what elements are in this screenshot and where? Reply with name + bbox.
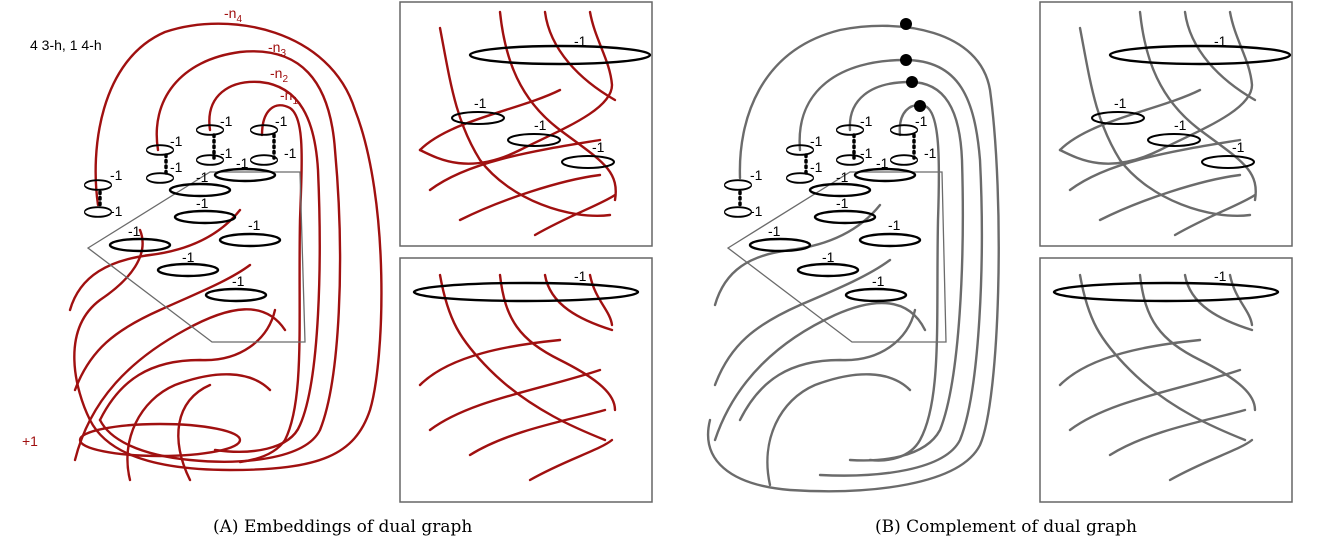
strand-n3 — [98, 50, 342, 463]
svg-text:-1: -1 — [860, 145, 873, 161]
svg-text:-1: -1 — [1214, 268, 1227, 284]
svg-text:-1: -1 — [1214, 33, 1227, 49]
svg-text:-1: -1 — [1174, 117, 1187, 133]
handle-count-annotation: 4 3-h, 1 4-h — [30, 37, 102, 53]
svg-text:-1: -1 — [574, 268, 587, 284]
svg-text:-1: -1 — [110, 167, 123, 183]
svg-text:-1: -1 — [876, 155, 889, 171]
svg-text:-1: -1 — [170, 133, 183, 149]
strand-n1 — [238, 104, 303, 464]
inset-frame — [399, 1, 653, 247]
svg-text:-1: -1 — [236, 155, 249, 171]
svg-text:-1: -1 — [915, 113, 928, 129]
inset-frame — [399, 257, 653, 503]
panel-b-inset-top: -1 -1 -1 -1 — [1039, 1, 1293, 247]
svg-text:-1: -1 — [128, 223, 141, 239]
svg-text:-1: -1 — [110, 203, 123, 219]
panel-a-inset-top: -1 -1 -1 -1 — [399, 1, 653, 247]
svg-text:-1: -1 — [592, 139, 605, 155]
svg-text:-1: -1 — [836, 169, 849, 185]
dot-marker — [900, 18, 912, 30]
svg-text:-1: -1 — [284, 145, 297, 161]
svg-text:-1: -1 — [182, 249, 195, 265]
svg-text:-1: -1 — [924, 145, 937, 161]
svg-text:-1: -1 — [220, 145, 233, 161]
svg-text:-1: -1 — [750, 167, 763, 183]
framing-label-n2: -n2 — [270, 65, 288, 85]
svg-text:-1: -1 — [574, 33, 587, 49]
svg-text:-1: -1 — [888, 217, 901, 233]
panel-a-main-diagram: 4 3-h, 1 4-h -n4 -n3 -n2 -n1 +1 — [22, 5, 383, 482]
svg-text:-1: -1 — [220, 113, 233, 129]
svg-text:-1: -1 — [196, 169, 209, 185]
svg-text:-1: -1 — [810, 159, 823, 175]
dot-marker — [900, 54, 912, 66]
caption-a: (A) Embeddings of dual graph — [213, 517, 472, 537]
svg-text:-1: -1 — [836, 195, 849, 211]
panel-a-inset-bottom: -1 — [399, 257, 653, 503]
minus-one-labels-b: -1 -1 -1 -1 -1 -1 -1 -1 -1 -1 -1 -1 -1 -… — [750, 113, 937, 289]
plus-one-label: +1 — [22, 433, 38, 449]
plus-one-unknot — [78, 422, 242, 458]
svg-text:-1: -1 — [822, 249, 835, 265]
framing-label-n4: -n4 — [224, 5, 242, 25]
svg-text:-1: -1 — [275, 113, 288, 129]
inset-frame — [1039, 257, 1293, 503]
panel-b-main-diagram: -1 -1 -1 -1 -1 -1 -1 -1 -1 -1 -1 -1 -1 -… — [707, 18, 1000, 493]
minus-one-labels-a: -1 -1 -1 -1 -1 -1 -1 -1 -1 -1 -1 -1 -1 -… — [110, 113, 297, 289]
svg-text:-1: -1 — [170, 159, 183, 175]
strand-n2 — [208, 80, 321, 453]
svg-text:-1: -1 — [810, 133, 823, 149]
strand-n4 — [73, 22, 383, 472]
inset-frame — [1039, 1, 1293, 247]
svg-text:-1: -1 — [534, 117, 547, 133]
svg-text:-1: -1 — [872, 273, 885, 289]
svg-text:-1: -1 — [768, 223, 781, 239]
dot-marker — [914, 100, 926, 112]
svg-text:-1: -1 — [196, 195, 209, 211]
svg-text:-1: -1 — [750, 203, 763, 219]
svg-text:-1: -1 — [248, 217, 261, 233]
framing-label-n1: -n1 — [280, 87, 298, 107]
svg-text:-1: -1 — [1114, 95, 1127, 111]
svg-text:-1: -1 — [1232, 139, 1245, 155]
svg-text:-1: -1 — [860, 113, 873, 129]
framing-label-n3: -n3 — [268, 39, 286, 59]
svg-text:-1: -1 — [474, 95, 487, 111]
caption-b: (B) Complement of dual graph — [875, 517, 1137, 537]
dot-marker — [906, 76, 918, 88]
svg-text:-1: -1 — [232, 273, 245, 289]
panel-b-inset-bottom: -1 — [1039, 257, 1293, 503]
